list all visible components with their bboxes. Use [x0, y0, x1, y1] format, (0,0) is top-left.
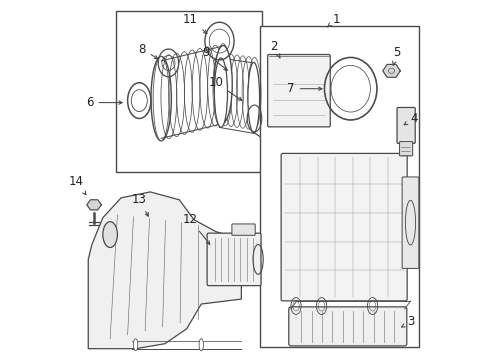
- Text: 4: 4: [404, 112, 418, 125]
- Ellipse shape: [103, 222, 118, 247]
- Text: 1: 1: [327, 13, 340, 27]
- Text: 7: 7: [287, 82, 322, 95]
- Ellipse shape: [214, 46, 232, 122]
- FancyBboxPatch shape: [397, 108, 415, 143]
- Ellipse shape: [216, 44, 231, 124]
- Ellipse shape: [215, 58, 227, 127]
- Text: 6: 6: [86, 96, 122, 109]
- Ellipse shape: [153, 57, 169, 141]
- Text: 2: 2: [270, 40, 280, 58]
- Ellipse shape: [155, 73, 167, 124]
- Ellipse shape: [133, 339, 138, 351]
- Text: 14: 14: [69, 175, 86, 195]
- Ellipse shape: [151, 57, 171, 141]
- Text: 12: 12: [183, 213, 210, 244]
- Bar: [116, 11, 262, 172]
- Text: 3: 3: [402, 315, 415, 328]
- Bar: [260, 26, 418, 347]
- Ellipse shape: [199, 339, 203, 351]
- FancyBboxPatch shape: [207, 233, 261, 285]
- Text: 9: 9: [202, 46, 227, 70]
- Text: 11: 11: [183, 13, 207, 33]
- FancyBboxPatch shape: [281, 153, 407, 301]
- Ellipse shape: [248, 62, 260, 133]
- Text: 8: 8: [139, 42, 158, 59]
- Text: 10: 10: [208, 76, 242, 100]
- FancyBboxPatch shape: [399, 141, 413, 156]
- FancyBboxPatch shape: [402, 177, 419, 269]
- Polygon shape: [383, 64, 400, 77]
- Polygon shape: [88, 192, 242, 349]
- FancyBboxPatch shape: [268, 54, 330, 127]
- Polygon shape: [87, 200, 101, 210]
- Text: 13: 13: [132, 193, 148, 216]
- FancyBboxPatch shape: [289, 307, 407, 346]
- FancyBboxPatch shape: [232, 224, 255, 235]
- Text: 5: 5: [392, 46, 400, 65]
